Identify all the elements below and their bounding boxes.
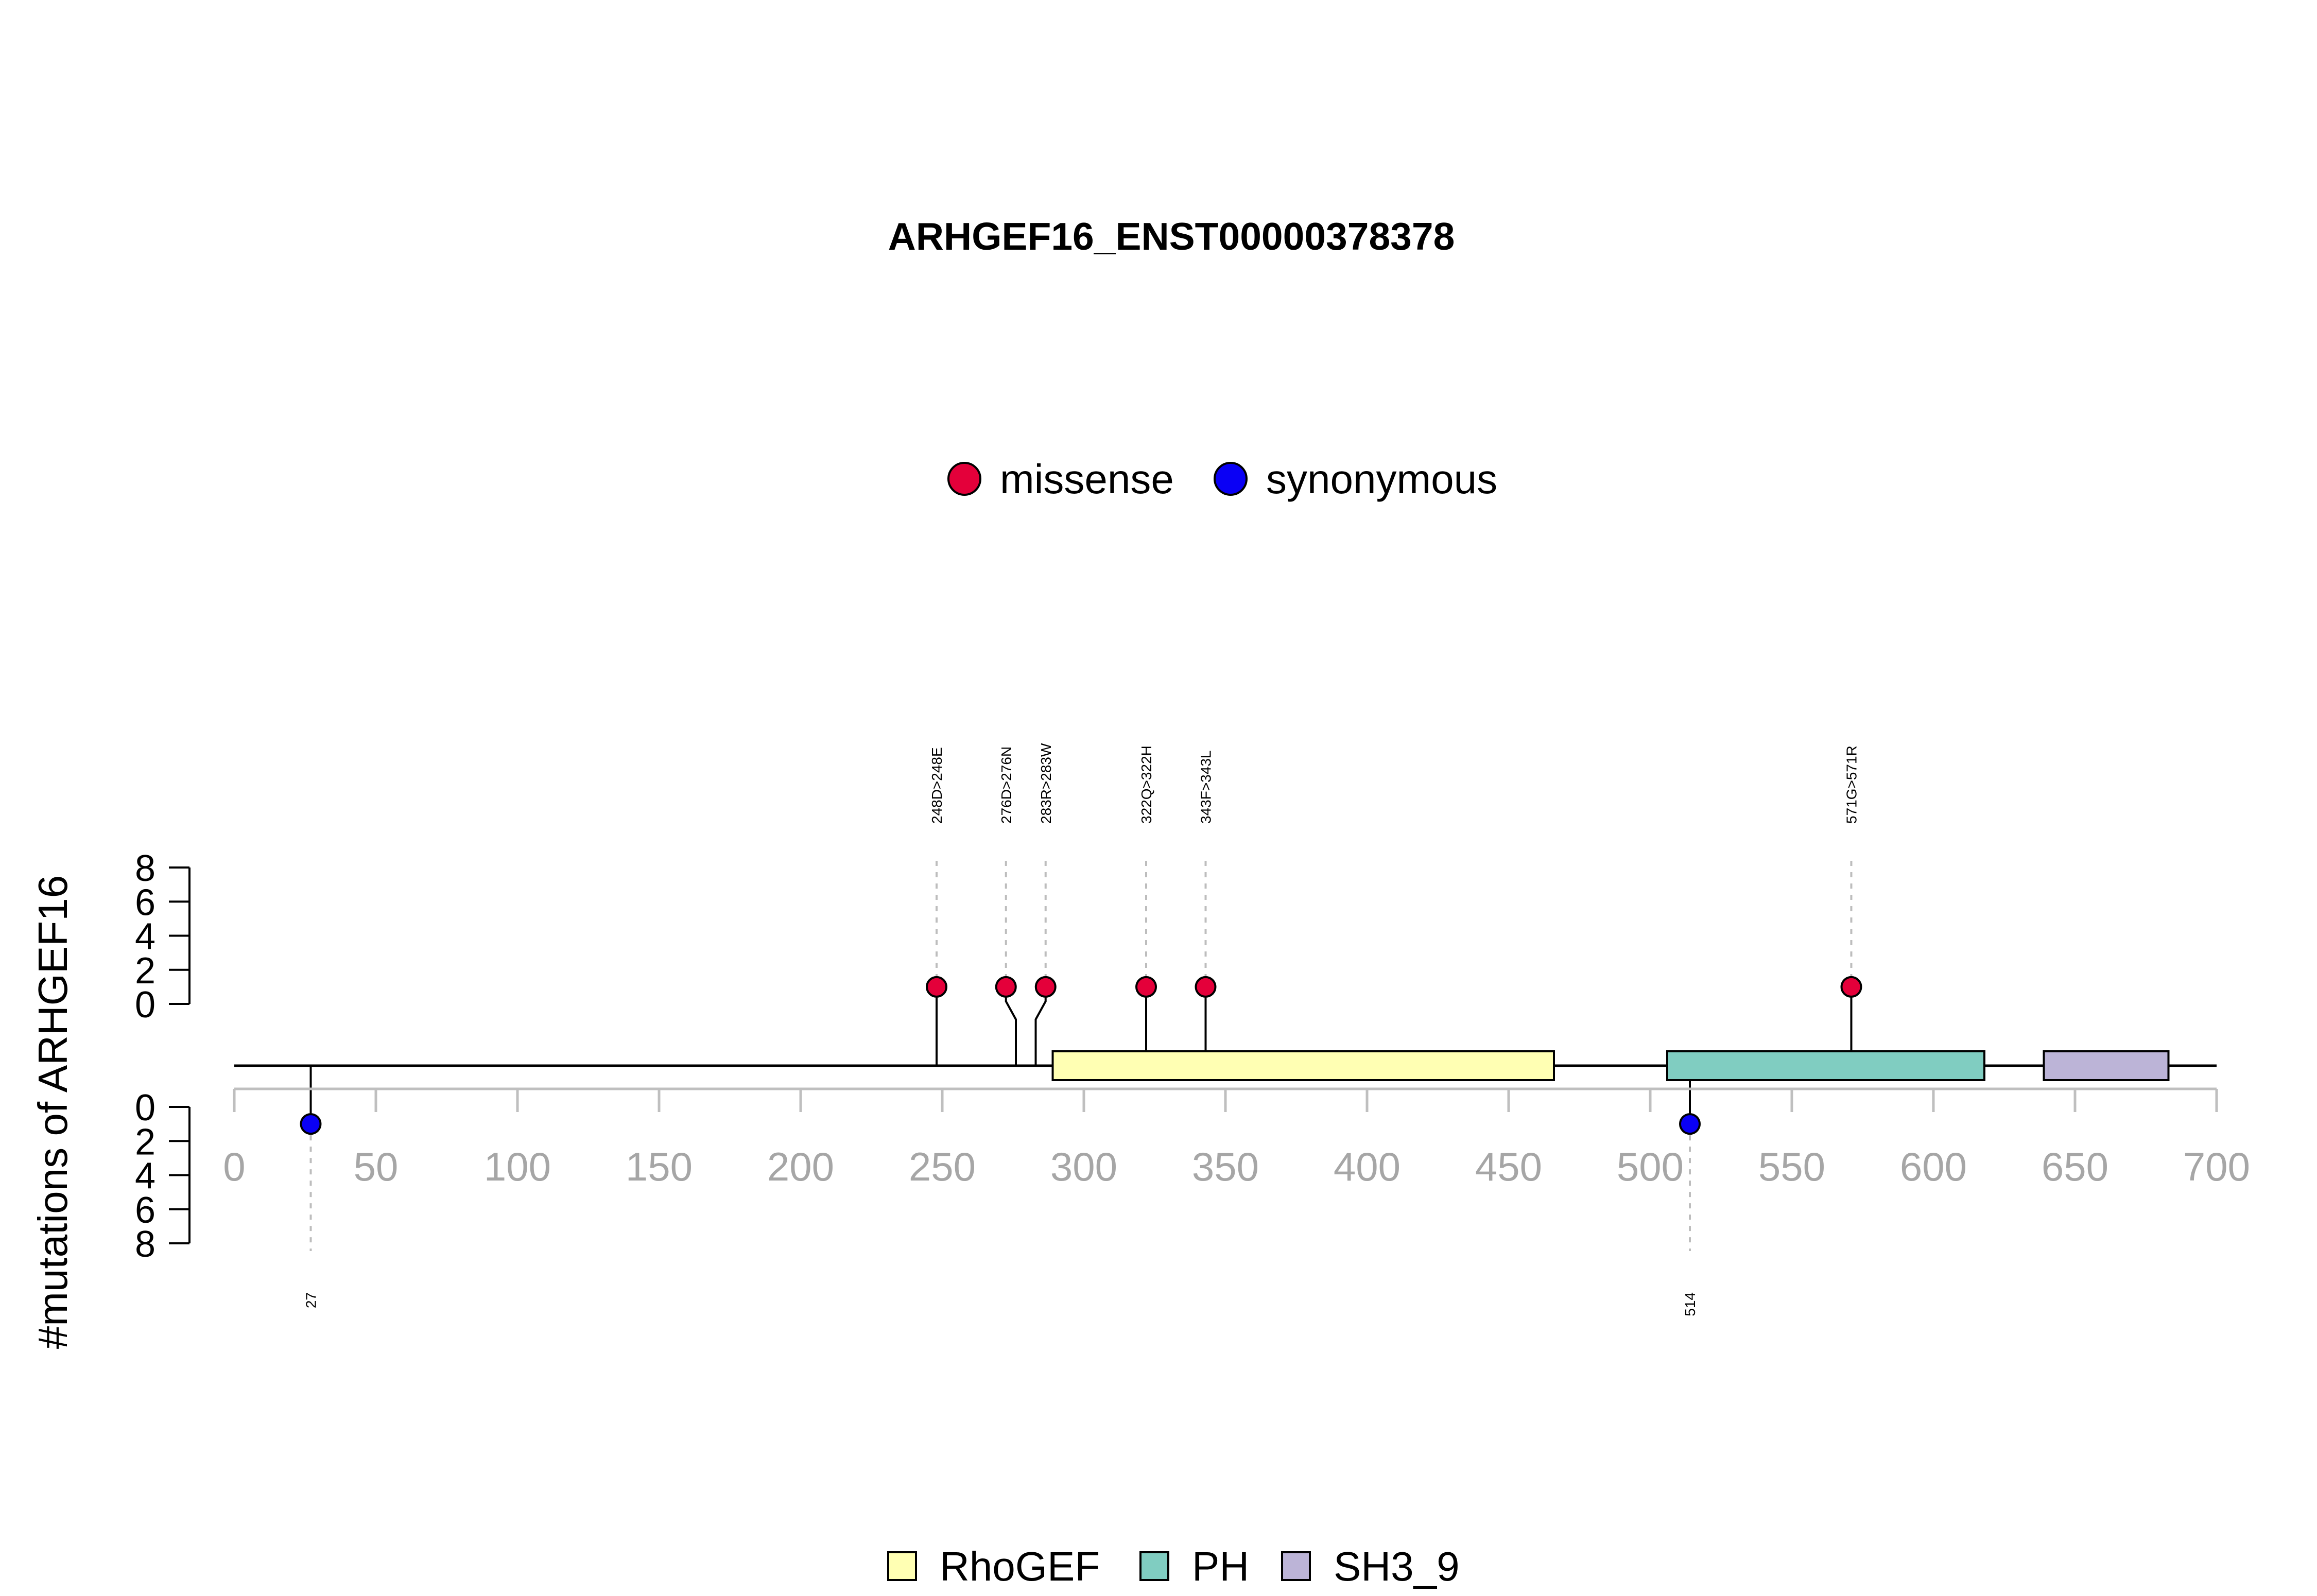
x-tick-label: 50 (354, 1144, 399, 1189)
domain-PH (1666, 1050, 1985, 1081)
chart-title: ARHGEF16_ENST00000378378 (888, 215, 1455, 258)
mutation-label: 283R>283W (1038, 743, 1054, 824)
y-tick-label-lower: 8 (135, 1224, 155, 1265)
mutation-label: 27 (303, 1292, 319, 1308)
y-tick-label-lower: 0 (135, 1087, 155, 1129)
mutation-label: 343F>343L (1198, 751, 1214, 824)
domain-RhoGEF (1051, 1050, 1555, 1081)
x-tick-label: 150 (626, 1144, 693, 1189)
x-tick-label: 600 (1900, 1144, 1967, 1189)
legend-marker-missense (947, 462, 981, 496)
legend-label-missense: missense (1000, 456, 1174, 502)
mutation-point-missense (1840, 976, 1862, 998)
mutation-label: 322Q>322H (1138, 745, 1154, 824)
mutation-stem (1034, 986, 1047, 1066)
y-tick-label-lower: 2 (135, 1121, 155, 1163)
y-tick-label-upper: 4 (135, 916, 155, 958)
mutation-point-missense (995, 976, 1017, 998)
y-tick-label-upper: 8 (135, 848, 155, 889)
y-tick-label-lower: 4 (135, 1156, 155, 1197)
mutation-stem (1005, 986, 1017, 1066)
x-tick-label: 400 (1334, 1144, 1400, 1189)
y-tick-label-upper: 6 (135, 882, 155, 923)
mutation-labels: 248D>248E 276D>276N 283R>283W 322Q>322H 343F… (303, 743, 1860, 1316)
x-tick-label: 0 (223, 1144, 245, 1189)
y-axis-label: #mutations of ARHGEF16 (30, 875, 76, 1349)
x-axis: 0 50 100 150 200 250 300 350 400 450 500 550 600 650 7… (223, 1087, 2250, 1189)
mutation-legend: missense synonymous (947, 456, 1497, 502)
x-tick-label: 250 (909, 1144, 976, 1189)
legend-label-RhoGEF: RhoGEF (940, 1543, 1100, 1589)
mutation-label: 514 (1682, 1292, 1698, 1316)
y-tick-label-upper: 0 (135, 984, 155, 1026)
legend-swatch-SH3_9 (1281, 1551, 1311, 1581)
mutation-points (300, 976, 1862, 1135)
legend-swatch-RhoGEF (887, 1551, 917, 1581)
x-tick-label: 350 (1192, 1144, 1259, 1189)
x-tick-label: 100 (484, 1144, 551, 1189)
mutation-guide-lines (309, 861, 1853, 1251)
y-tick-label-upper: 2 (135, 950, 155, 992)
mutation-point-synonymous (300, 1113, 322, 1135)
mutation-point-missense (1135, 976, 1157, 998)
x-tick-label: 650 (2042, 1144, 2108, 1189)
x-tick-label: 200 (767, 1144, 834, 1189)
mutation-point-missense (1034, 976, 1057, 998)
protein-domains (1051, 1050, 2170, 1081)
x-tick-label: 450 (1475, 1144, 1542, 1189)
legend-label-synonymous: synonymous (1266, 456, 1497, 502)
mutation-point-missense (926, 976, 947, 998)
x-tick-label: 300 (1050, 1144, 1117, 1189)
y-tick-label-lower: 6 (135, 1190, 155, 1231)
mutation-label: 276D>276N (998, 747, 1014, 824)
domain-SH3_9 (2043, 1050, 2170, 1081)
mutation-point-missense (1195, 976, 1217, 998)
legend-label-PH: PH (1192, 1543, 1249, 1589)
domain-legend: RhoGEF PH SH3_9 (887, 1543, 1460, 1589)
legend-marker-synonymous (1214, 462, 1248, 496)
x-tick-label: 500 (1617, 1144, 1684, 1189)
legend-label-SH3_9: SH3_9 (1334, 1543, 1460, 1589)
x-tick-label: 700 (2183, 1144, 2250, 1189)
mutation-point-synonymous (1679, 1113, 1701, 1135)
legend-swatch-PH (1139, 1551, 1169, 1581)
mutation-label: 248D>248E (929, 747, 945, 824)
x-tick-label: 550 (1758, 1144, 1825, 1189)
mutation-label: 571G>571R (1844, 745, 1860, 824)
